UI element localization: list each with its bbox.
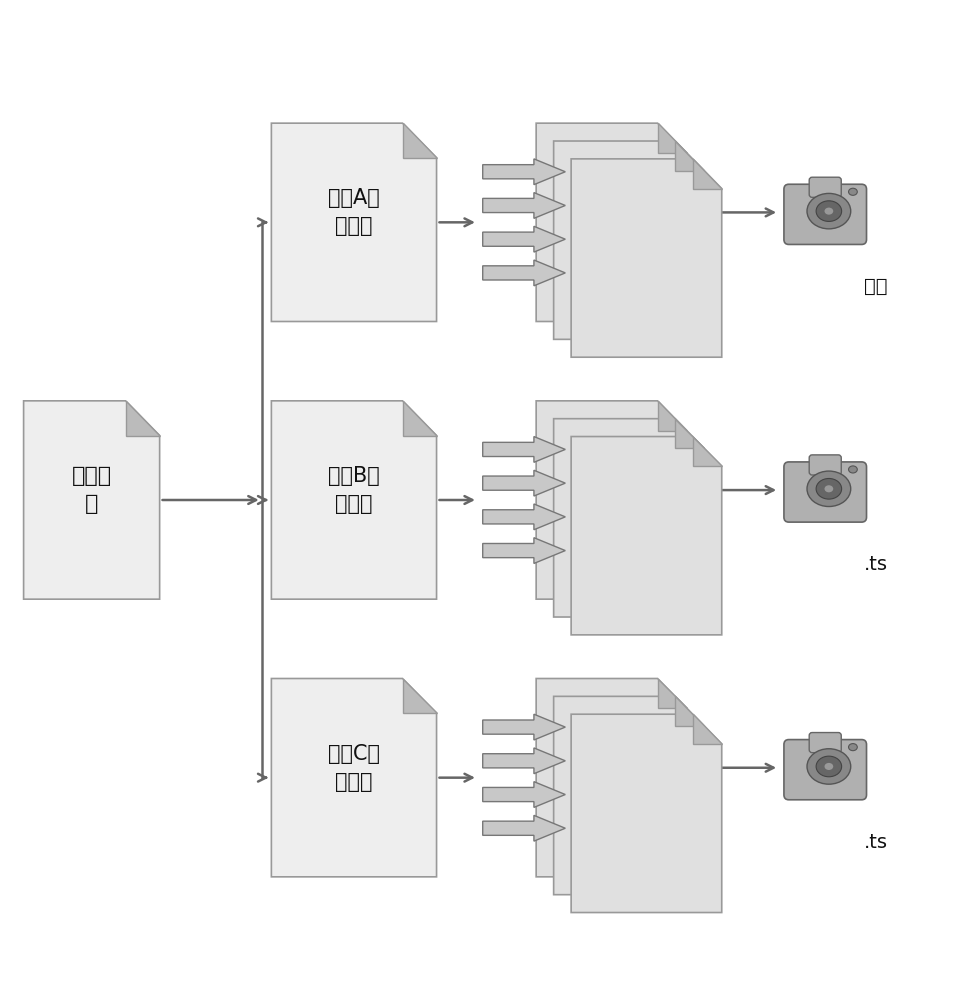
Polygon shape bbox=[271, 401, 436, 599]
Text: .ts: .ts bbox=[864, 833, 888, 852]
FancyBboxPatch shape bbox=[809, 455, 841, 475]
Polygon shape bbox=[554, 419, 705, 617]
Polygon shape bbox=[693, 714, 721, 744]
Polygon shape bbox=[483, 260, 565, 286]
Ellipse shape bbox=[824, 485, 833, 492]
Text: 分片: 分片 bbox=[864, 277, 888, 296]
FancyBboxPatch shape bbox=[809, 177, 841, 197]
FancyBboxPatch shape bbox=[784, 462, 866, 522]
Ellipse shape bbox=[849, 188, 858, 195]
Ellipse shape bbox=[807, 193, 851, 229]
Polygon shape bbox=[403, 678, 436, 713]
Polygon shape bbox=[658, 678, 687, 708]
Ellipse shape bbox=[849, 466, 858, 473]
Text: 备选B索
引文件: 备选B索 引文件 bbox=[328, 466, 380, 514]
Polygon shape bbox=[483, 815, 565, 841]
Polygon shape bbox=[675, 696, 705, 726]
Polygon shape bbox=[483, 748, 565, 774]
Polygon shape bbox=[483, 193, 565, 218]
Polygon shape bbox=[403, 401, 436, 436]
Polygon shape bbox=[483, 437, 565, 462]
Polygon shape bbox=[125, 401, 160, 436]
Polygon shape bbox=[483, 538, 565, 563]
Polygon shape bbox=[483, 782, 565, 807]
FancyBboxPatch shape bbox=[784, 184, 866, 244]
Ellipse shape bbox=[824, 208, 833, 215]
Polygon shape bbox=[271, 678, 436, 877]
Polygon shape bbox=[658, 123, 687, 153]
Ellipse shape bbox=[807, 749, 851, 784]
Ellipse shape bbox=[816, 756, 842, 777]
Polygon shape bbox=[483, 470, 565, 496]
Polygon shape bbox=[24, 401, 160, 599]
Polygon shape bbox=[483, 714, 565, 740]
Polygon shape bbox=[693, 159, 721, 189]
Ellipse shape bbox=[807, 471, 851, 507]
Text: .ts: .ts bbox=[864, 555, 888, 574]
Ellipse shape bbox=[816, 478, 842, 499]
Polygon shape bbox=[554, 141, 705, 339]
Ellipse shape bbox=[816, 201, 842, 221]
Polygon shape bbox=[571, 437, 721, 635]
Polygon shape bbox=[658, 401, 687, 431]
Polygon shape bbox=[675, 141, 705, 171]
Polygon shape bbox=[483, 159, 565, 185]
Polygon shape bbox=[483, 226, 565, 252]
Polygon shape bbox=[554, 696, 705, 895]
Polygon shape bbox=[675, 419, 705, 448]
FancyBboxPatch shape bbox=[809, 733, 841, 753]
Polygon shape bbox=[536, 123, 687, 321]
Polygon shape bbox=[571, 714, 721, 913]
Polygon shape bbox=[571, 159, 721, 357]
Text: 索引文
件: 索引文 件 bbox=[72, 466, 112, 514]
Polygon shape bbox=[536, 678, 687, 877]
Polygon shape bbox=[271, 123, 436, 321]
Polygon shape bbox=[403, 123, 436, 158]
Polygon shape bbox=[693, 437, 721, 466]
Text: 备选C索
引文件: 备选C索 引文件 bbox=[328, 744, 380, 792]
FancyBboxPatch shape bbox=[784, 740, 866, 800]
Ellipse shape bbox=[824, 763, 833, 770]
Polygon shape bbox=[483, 504, 565, 530]
Text: 备选A索
引文件: 备选A索 引文件 bbox=[328, 188, 380, 236]
Ellipse shape bbox=[849, 744, 858, 751]
Polygon shape bbox=[536, 401, 687, 599]
